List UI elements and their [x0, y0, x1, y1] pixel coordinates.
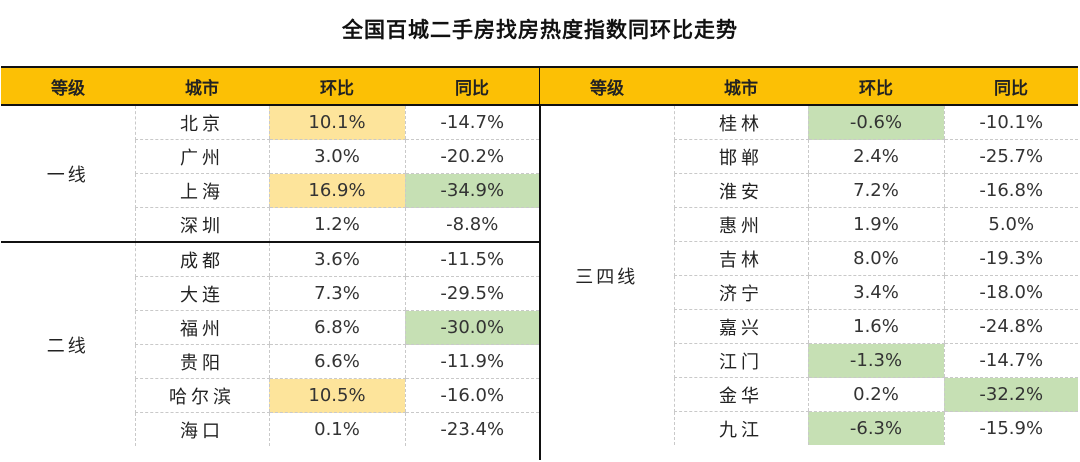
- header-yoy: 同比: [405, 66, 539, 106]
- yoy-cell: -32.2%: [943, 377, 1078, 412]
- header-tier: 等级: [1, 66, 135, 106]
- yoy-cell: -16.8%: [943, 173, 1078, 208]
- table-row: 海口 0.1% -23.4%: [1, 412, 539, 446]
- city-cell: 广州: [134, 139, 269, 174]
- header-city: 城市: [135, 66, 269, 106]
- yoy-cell: -11.9%: [404, 344, 539, 379]
- mom-cell: 1.9%: [807, 207, 944, 242]
- mom-cell: 10.5%: [268, 378, 405, 413]
- header-city: 城市: [674, 66, 808, 106]
- tier-cell: 三四线: [575, 266, 639, 288]
- city-cell: 桂林: [673, 105, 808, 140]
- city-cell: 九江: [673, 411, 808, 445]
- city-cell: 惠州: [673, 207, 808, 242]
- table-header-row: 等级 城市 环比 同比: [540, 66, 1078, 106]
- table-header-row: 等级 城市 环比 同比: [1, 66, 539, 106]
- header-tier: 等级: [540, 66, 674, 106]
- city-cell: 济宁: [673, 275, 808, 310]
- yoy-cell: -14.7%: [943, 343, 1078, 378]
- mom-cell: 16.9%: [268, 173, 405, 208]
- mom-cell: -6.3%: [807, 411, 944, 445]
- tier-cell: 一线: [1, 105, 135, 243]
- left-table: 等级 城市 环比 同比 一线 北京 10.1% -14.7% 广州 3.0% -20.2% 上…: [1, 66, 539, 446]
- yoy-cell: -19.3%: [943, 241, 1078, 276]
- city-cell: 贵阳: [134, 344, 269, 379]
- mom-cell: 8.0%: [807, 241, 944, 276]
- table-row: 深圳 1.2% -8.8%: [1, 207, 539, 243]
- mom-cell: 7.3%: [268, 276, 405, 311]
- table-row: 一线 北京 10.1% -14.7%: [1, 105, 539, 243]
- tier-cell: 二线: [46, 335, 89, 357]
- mom-cell: 3.6%: [268, 242, 405, 277]
- table-row: 惠州 1.9% 5.0%: [540, 207, 1078, 242]
- table-row: 上海 16.9% -34.9%: [1, 173, 539, 208]
- mom-cell: 0.2%: [807, 377, 944, 412]
- yoy-cell: -24.8%: [943, 309, 1078, 344]
- yoy-cell: -25.7%: [943, 139, 1078, 174]
- mom-cell: 7.2%: [807, 173, 944, 208]
- yoy-cell: -23.4%: [404, 412, 539, 446]
- yoy-cell: -29.5%: [404, 276, 539, 311]
- mom-cell: 3.4%: [807, 275, 944, 310]
- city-cell: 大连: [134, 276, 269, 311]
- mom-cell: 6.8%: [268, 310, 405, 345]
- table-row: 九江 -6.3% -15.9%: [540, 411, 1078, 445]
- city-cell: 金华: [673, 377, 808, 412]
- table-row: 江门 -1.3% -14.7%: [540, 343, 1078, 378]
- mom-cell: 3.0%: [268, 139, 405, 174]
- right-table: 等级 城市 环比 同比 三四线 桂林 -0.6% -10.1% 邯郸 2.4% -25.7%…: [540, 66, 1078, 445]
- table-row: 哈尔滨 10.5% -16.0%: [1, 378, 539, 413]
- mom-cell: 2.4%: [807, 139, 944, 174]
- city-cell: 邯郸: [673, 139, 808, 174]
- city-cell: 海口: [134, 412, 269, 446]
- yoy-cell: -34.9%: [404, 173, 539, 208]
- yoy-cell: -30.0%: [404, 310, 539, 345]
- table-row: 广州 3.0% -20.2%: [1, 139, 539, 174]
- yoy-cell: -18.0%: [943, 275, 1078, 310]
- mom-cell: 1.6%: [807, 309, 944, 344]
- city-cell: 福州: [134, 310, 269, 345]
- table-row: 贵阳 6.6% -11.9%: [1, 344, 539, 379]
- table-row: 三四线 桂林 -0.6% -10.1%: [540, 105, 1078, 288]
- yoy-cell: -16.0%: [404, 378, 539, 413]
- city-cell: 上海: [134, 173, 269, 208]
- table-row: 金华 0.2% -32.2%: [540, 377, 1078, 412]
- table-row: 淮安 7.2% -16.8%: [540, 173, 1078, 208]
- table-row: 吉林 8.0% -19.3%: [540, 241, 1078, 276]
- header-mom: 环比: [269, 66, 405, 106]
- table-row: 济宁 3.4% -18.0%: [540, 275, 1078, 310]
- city-cell: 吉林: [673, 241, 808, 276]
- mom-cell: -1.3%: [807, 343, 944, 378]
- yoy-cell: -20.2%: [404, 139, 539, 174]
- mom-cell: 1.2%: [268, 207, 405, 243]
- table-divider: [539, 66, 541, 460]
- mom-cell: 10.1%: [268, 105, 405, 140]
- table-row: 福州 6.8% -30.0%: [1, 310, 539, 345]
- header-yoy: 同比: [944, 66, 1078, 106]
- yoy-cell: -11.5%: [404, 242, 539, 277]
- table-row: 大连 7.3% -29.5%: [1, 276, 539, 311]
- yoy-cell: -15.9%: [943, 411, 1078, 445]
- table-row: 嘉兴 1.6% -24.8%: [540, 309, 1078, 344]
- yoy-cell: -8.8%: [404, 207, 539, 243]
- yoy-cell: -14.7%: [404, 105, 539, 140]
- city-cell: 江门: [673, 343, 808, 378]
- city-cell: 成都: [134, 242, 269, 277]
- city-cell: 深圳: [134, 207, 269, 243]
- yoy-cell: 5.0%: [943, 207, 1078, 242]
- city-cell: 嘉兴: [673, 309, 808, 344]
- yoy-cell: -10.1%: [943, 105, 1078, 140]
- table-row: 邯郸 2.4% -25.7%: [540, 139, 1078, 174]
- mom-cell: 0.1%: [268, 412, 405, 446]
- mom-cell: -0.6%: [807, 105, 944, 140]
- city-cell: 哈尔滨: [134, 378, 269, 413]
- city-cell: 北京: [134, 105, 269, 140]
- page-title: 全国百城二手房找房热度指数同环比走势: [342, 18, 738, 42]
- city-cell: 淮安: [673, 173, 808, 208]
- mom-cell: 6.6%: [268, 344, 405, 379]
- header-mom: 环比: [808, 66, 944, 106]
- table-row: 二线 成都 3.6% -11.5%: [1, 242, 539, 357]
